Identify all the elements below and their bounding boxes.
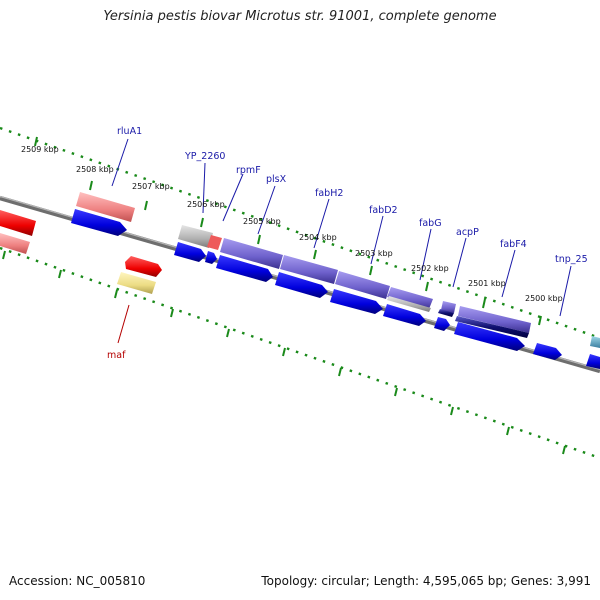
gene-label-fabH2: fabH2 <box>315 188 343 199</box>
gene-label-acpP: acpP <box>456 227 479 238</box>
kbp-label: 2504 kbp <box>299 233 337 242</box>
feature-rluA1[interactable] <box>76 192 135 222</box>
feature-fabG[interactable] <box>387 287 433 312</box>
gene-label-maf: maf <box>107 350 126 361</box>
accession-text: Accession: NC_005810 <box>9 574 146 588</box>
feature-fabH2[interactable] <box>280 255 338 284</box>
gene-label-fabD2: fabD2 <box>369 205 398 216</box>
feature-fabD2[interactable] <box>335 271 390 299</box>
kbp-label: 2505 kbp <box>243 217 281 226</box>
cds-arrows[interactable] <box>71 209 600 369</box>
gene-label-rpmF: rpmF <box>236 165 261 176</box>
kbp-label: 2506 kbp <box>187 200 225 209</box>
gene-label-plsX: plsX <box>266 174 287 185</box>
feature-left-red[interactable] <box>0 210 36 236</box>
genome-summary-text: Topology: circular; Length: 4,595,065 bp… <box>261 574 591 588</box>
gene-label-fabF4: fabF4 <box>500 239 527 250</box>
feature-YP_2260[interactable] <box>178 225 213 248</box>
inner-tick-track <box>0 246 600 460</box>
outer-tick-track <box>0 126 600 340</box>
feature-fabF4[interactable] <box>455 306 531 338</box>
feature-acpP[interactable] <box>438 301 456 317</box>
kbp-label: 2502 kbp <box>411 264 449 273</box>
inner-major-ticks <box>2 250 566 455</box>
feature-maf[interactable] <box>117 256 162 294</box>
gene-label-fabG: fabG <box>419 218 442 229</box>
gene-labels: rluA1 YP_2260 rpmF plsX fabH2 fabD2 fabG… <box>107 126 588 361</box>
kbp-label: 2501 kbp <box>468 279 506 288</box>
feature-rpmF[interactable] <box>207 235 222 250</box>
gene-label-rluA1: rluA1 <box>117 126 142 137</box>
feature-tnp_25[interactable] <box>590 336 600 348</box>
kbp-label: 2507 kbp <box>132 182 170 191</box>
kbp-label: 2500 kbp <box>525 294 563 303</box>
kbp-label: 2503 kbp <box>355 249 393 258</box>
kbp-label: 2509 kbp <box>21 145 59 154</box>
kbp-label: 2508 kbp <box>76 165 114 174</box>
map-title: Yersinia pestis biovar Microtus str. 910… <box>103 9 497 24</box>
kbp-labels: 2509 kbp 2508 kbp 2507 kbp 2506 kbp 2505… <box>21 145 563 303</box>
label-leaders <box>111 138 572 344</box>
gene-label-YP_2260: YP_2260 <box>184 151 225 162</box>
gene-label-tnp_25: tnp_25 <box>555 254 588 265</box>
outer-major-ticks <box>34 136 542 326</box>
feature-left-pink[interactable] <box>0 233 30 254</box>
feature-plsX[interactable] <box>220 238 283 269</box>
